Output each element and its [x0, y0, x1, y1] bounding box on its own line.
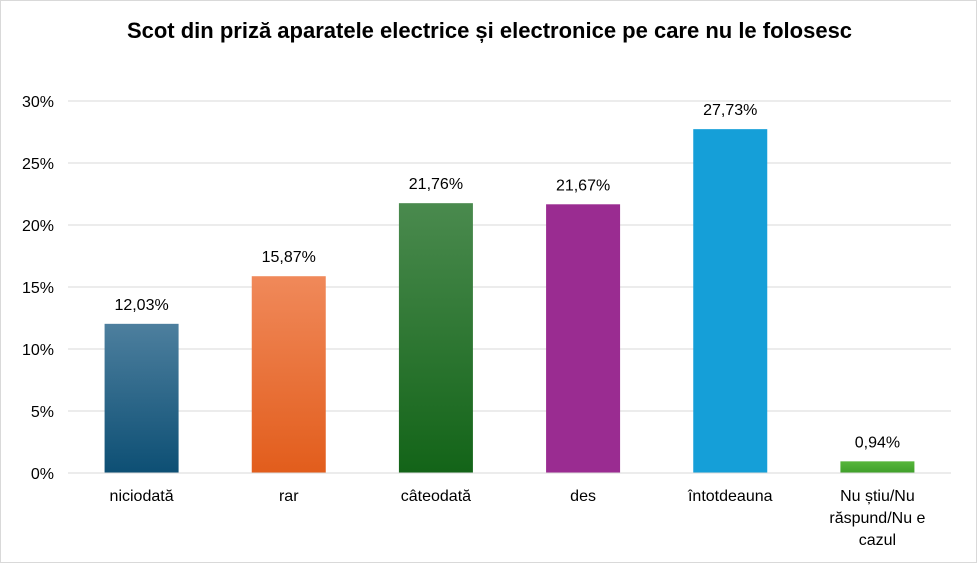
data-label: 21,76% [409, 176, 463, 193]
data-label: 0,94% [855, 434, 900, 451]
bar [693, 129, 768, 473]
x-tick-label: rar [279, 488, 299, 505]
data-label: 21,67% [556, 177, 610, 194]
x-tick-label: câteodată [401, 488, 471, 505]
bar [398, 203, 473, 473]
x-tick-label: Nu știu/Nu [840, 488, 915, 505]
bar [104, 323, 179, 473]
bar [840, 461, 915, 473]
y-tick-label: 20% [22, 218, 54, 235]
bar [546, 204, 621, 474]
x-tick-label: niciodată [110, 488, 174, 505]
x-tick-label: cazul [859, 532, 896, 549]
y-tick-label: 30% [22, 94, 54, 111]
x-tick-label: întotdeauna [687, 488, 773, 505]
y-tick-label: 5% [31, 404, 54, 421]
x-tick-label: des [570, 488, 596, 505]
y-tick-label: 0% [31, 466, 54, 483]
data-label: 15,87% [262, 249, 316, 266]
x-tick-label: răspund/Nu e [829, 510, 925, 527]
y-tick-label: 25% [22, 156, 54, 173]
bar [251, 276, 326, 473]
data-label: 12,03% [114, 297, 168, 314]
y-tick-label: 15% [22, 280, 54, 297]
y-tick-label: 10% [22, 342, 54, 359]
chart-title: Scot din priză aparatele electrice și el… [126, 18, 853, 43]
data-label: 27,73% [703, 102, 757, 119]
